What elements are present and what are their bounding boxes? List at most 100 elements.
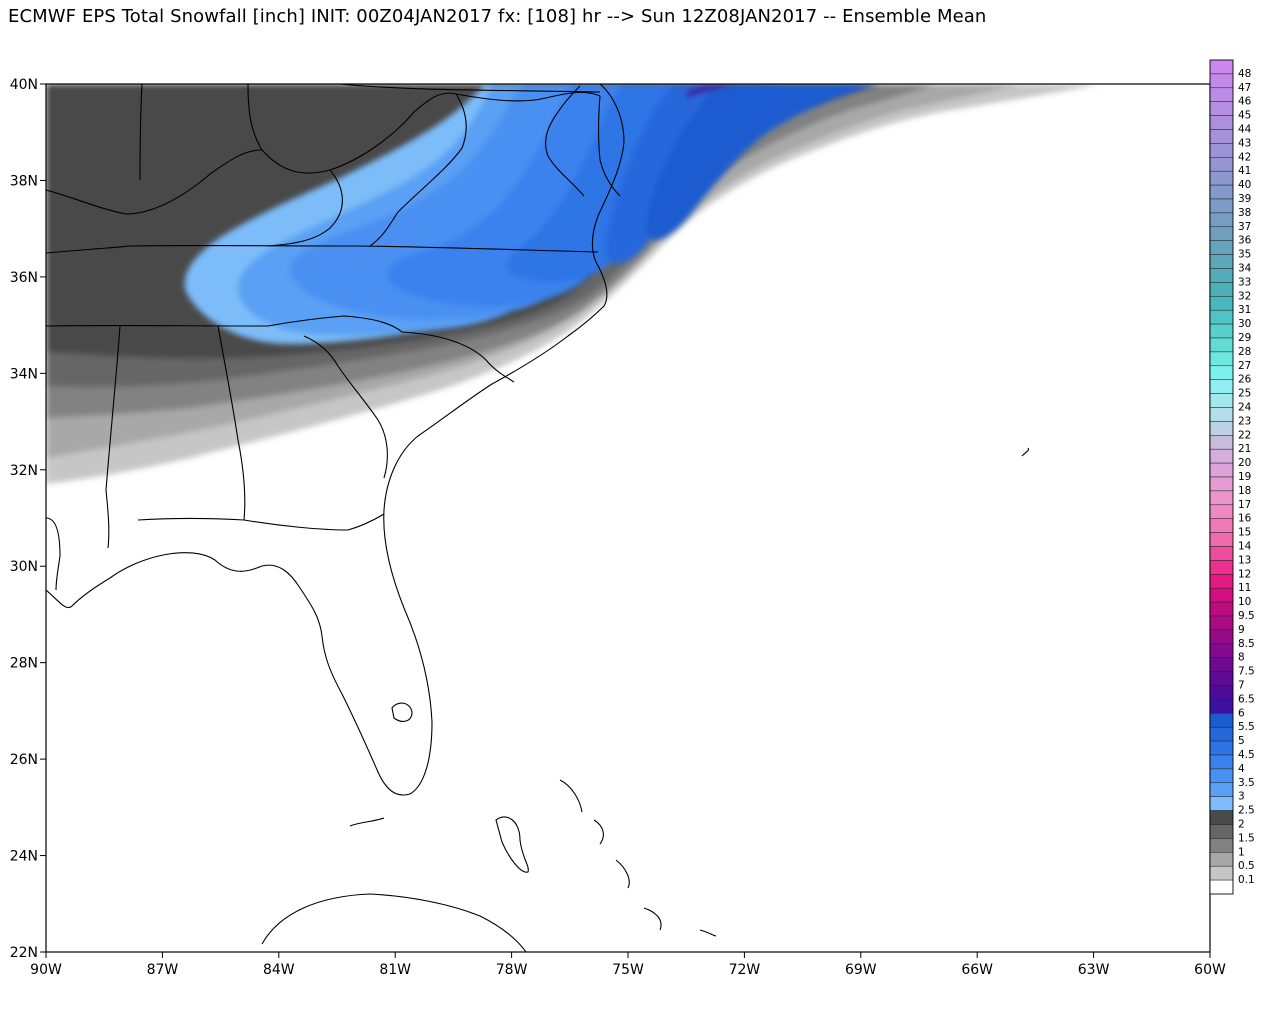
lon-tick-label: 75W xyxy=(612,962,644,978)
lon-tick-label: 87W xyxy=(147,962,179,978)
colorbar-label: 0.5 xyxy=(1238,860,1255,872)
colorbar-swatch xyxy=(1209,865,1234,881)
colorbar-label: 8.5 xyxy=(1238,638,1255,650)
colorbar-label: 6.5 xyxy=(1238,693,1255,705)
lat-tick-label: 24N xyxy=(10,849,38,865)
colorbar-label: 48 xyxy=(1238,68,1251,80)
latitude-axis: 40N 38N 36N 34N 32N 30N 28N 26N 24N 22N xyxy=(10,77,46,961)
colorbar-label: 2.5 xyxy=(1238,805,1255,817)
colorbar-label: 45 xyxy=(1238,110,1251,122)
geographic-outlines xyxy=(46,84,1030,952)
delmarva-outline xyxy=(597,95,621,197)
colorbar-label: 44 xyxy=(1238,124,1252,136)
longitude-axis: 90W 87W 84W 81W 78W 75W 72W 69W 66W 63W 60W xyxy=(30,952,1226,978)
chesapeake-bay-outline xyxy=(545,85,585,197)
colorbar-label: 9.5 xyxy=(1238,610,1255,622)
colorbar-swatch xyxy=(1209,504,1234,519)
lon-tick-label: 63W xyxy=(1078,962,1110,978)
colorbar-swatch xyxy=(1209,699,1234,714)
state-line-al-ms xyxy=(105,325,121,549)
colorbar-swatch xyxy=(1209,268,1234,283)
colorbar-swatch xyxy=(1209,713,1234,728)
state-line-ms-la xyxy=(46,517,61,591)
colorbar-swatch xyxy=(1209,323,1234,339)
colorbar-swatch xyxy=(1209,671,1234,686)
lat-tick-label: 36N xyxy=(10,270,38,286)
colorbar-swatch xyxy=(1209,212,1234,228)
colorbar-swatch xyxy=(1209,796,1234,811)
colorbar-swatch xyxy=(1209,309,1234,325)
colorbar-label: 27 xyxy=(1238,360,1251,372)
lat-tick-label: 22N xyxy=(10,945,38,961)
colorbar-label: 25 xyxy=(1238,388,1251,400)
state-line-wv-va xyxy=(329,92,467,247)
colorbar-swatch xyxy=(1209,574,1234,589)
lon-tick-label: 81W xyxy=(379,962,411,978)
map-plot-area xyxy=(46,84,1210,952)
colorbar-label: 34 xyxy=(1238,263,1252,275)
colorbar-swatch xyxy=(1209,143,1234,158)
colorbar-swatch xyxy=(1209,490,1234,506)
colorbar: 4847464544434241403938373635343332313029… xyxy=(1209,59,1255,895)
colorbar-label: 42 xyxy=(1238,151,1251,163)
colorbar-swatch xyxy=(1209,852,1234,867)
colorbar-label: 20 xyxy=(1238,457,1251,469)
colorbar-label: 1.5 xyxy=(1238,832,1255,844)
colorbar-label: 3 xyxy=(1238,791,1245,803)
lon-tick-label: 69W xyxy=(845,962,877,978)
colorbar-swatch xyxy=(1209,115,1234,130)
colorbar-swatch xyxy=(1209,476,1234,492)
colorbar-label: 6 xyxy=(1238,707,1245,719)
colorbar-swatch xyxy=(1209,810,1234,825)
colorbar-label: 30 xyxy=(1238,318,1251,330)
lon-tick-label: 72W xyxy=(729,962,761,978)
colorbar-swatch xyxy=(1209,754,1234,770)
lon-tick-label: 66W xyxy=(961,962,993,978)
colorbar-swatch xyxy=(1209,782,1234,797)
lat-tick-label: 40N xyxy=(10,77,38,93)
colorbar-label: 29 xyxy=(1238,332,1251,344)
colorbar-swatch xyxy=(1209,643,1234,658)
colorbar-label: 15 xyxy=(1238,527,1251,539)
colorbar-swatch xyxy=(1209,435,1234,450)
state-line-tn-north xyxy=(46,245,599,254)
colorbar-label: 36 xyxy=(1238,235,1252,247)
colorbar-label: 5 xyxy=(1238,735,1245,747)
colorbar-swatch xyxy=(1209,365,1234,380)
colorbar-swatch xyxy=(1209,170,1234,186)
colorbar-label: 43 xyxy=(1238,137,1251,149)
colorbar-label: 8 xyxy=(1238,652,1245,664)
colorbar-swatch xyxy=(1209,629,1234,645)
colorbar-label: 2 xyxy=(1238,819,1245,831)
colorbar-label: 4 xyxy=(1238,763,1245,775)
colorbar-label: 19 xyxy=(1238,471,1251,483)
lat-tick-label: 38N xyxy=(10,173,38,189)
lat-tick-label: 26N xyxy=(10,752,38,768)
snow-band-5.5 xyxy=(646,84,880,240)
bahamas-outline xyxy=(495,779,717,937)
colorbar-label: 31 xyxy=(1238,304,1251,316)
colorbar-label: 9 xyxy=(1238,624,1245,636)
colorbar-swatch xyxy=(1209,379,1234,394)
colorbar-label: 47 xyxy=(1238,82,1251,94)
colorbar-swatch xyxy=(1209,546,1234,561)
colorbar-swatch xyxy=(1209,129,1234,144)
colorbar-swatch xyxy=(1209,296,1234,311)
southeast-coastline xyxy=(46,84,625,796)
colorbar-label: 4.5 xyxy=(1238,749,1255,761)
colorbar-swatch xyxy=(1209,726,1234,742)
map-title: ECMWF EPS Total Snowfall [inch] INIT: 00… xyxy=(8,6,987,27)
colorbar-swatch xyxy=(1209,532,1234,547)
state-line-sc-ga xyxy=(303,335,388,479)
colorbar-label: 41 xyxy=(1238,165,1251,177)
colorbar-label: 40 xyxy=(1238,179,1251,191)
colorbar-label: 26 xyxy=(1238,374,1252,386)
lat-tick-label: 28N xyxy=(10,656,38,672)
colorbar-swatch xyxy=(1209,184,1234,200)
colorbar-swatch xyxy=(1209,240,1234,255)
state-line-pa xyxy=(339,84,601,93)
colorbar-swatch xyxy=(1209,518,1234,533)
state-line-ga-al xyxy=(217,325,246,521)
state-line-al-fl xyxy=(137,517,245,521)
